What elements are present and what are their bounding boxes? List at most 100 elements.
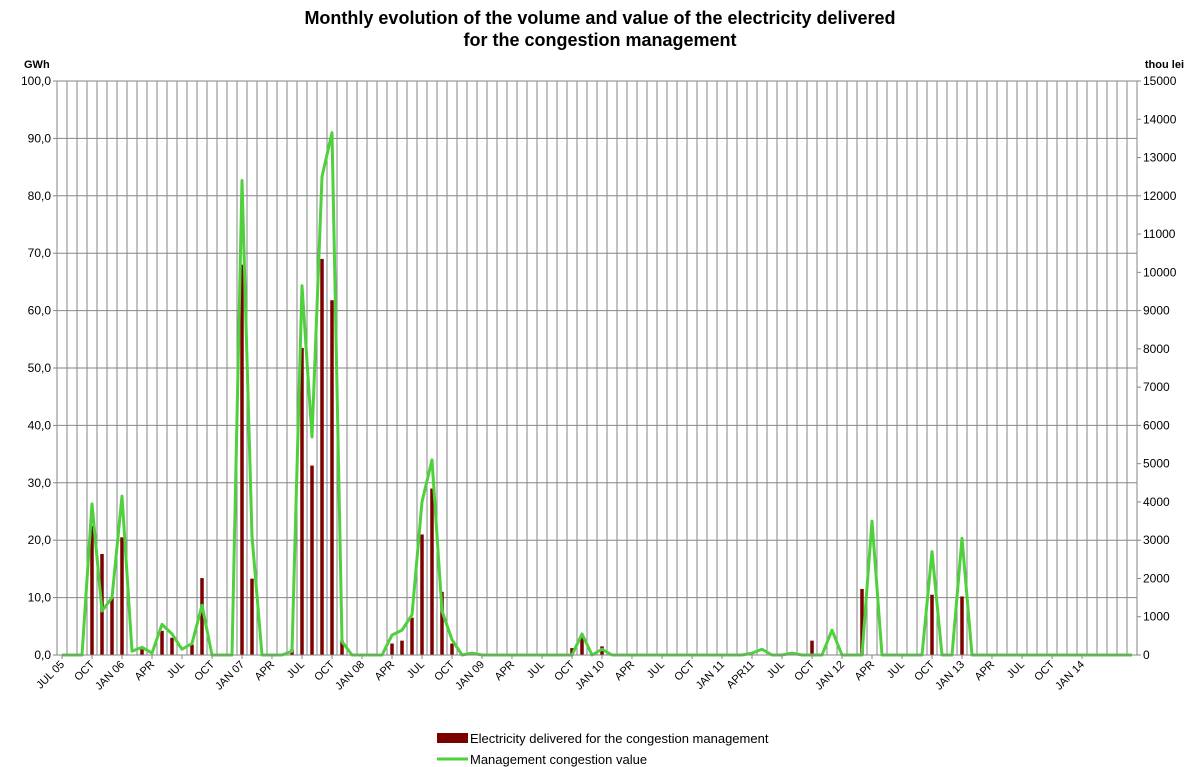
x-tick-label: APR: [853, 659, 878, 684]
x-tick-label: JAN 14: [1053, 659, 1087, 693]
y-right-tick-label: 12000: [1143, 189, 1177, 203]
y-right-tick-label: 14000: [1143, 112, 1177, 126]
x-tick-label: OCT: [432, 658, 457, 683]
legend-bar-swatch: [437, 733, 468, 743]
x-tick-label: JAN 12: [813, 659, 847, 693]
legend: Electricity delivered for the congestion…: [437, 731, 769, 767]
bar-mark: [450, 643, 454, 655]
bar-mark: [300, 347, 304, 655]
y-left-tick-label: 70,0: [28, 246, 52, 260]
x-tick-label: JUL 05: [34, 659, 67, 692]
bar-mark: [190, 644, 194, 655]
x-tick-label: OCT: [792, 658, 817, 683]
y-right-tick-label: 13000: [1143, 151, 1177, 165]
y-left-tick-label: 100,0: [21, 74, 51, 88]
x-tick-label: JAN 11: [694, 659, 727, 692]
bar-mark: [400, 640, 404, 655]
legend-bar-label: Electricity delivered for the congestion…: [470, 731, 769, 746]
bar-mark: [240, 264, 244, 655]
y-left-tick-label: 10,0: [28, 591, 52, 605]
x-tick-label: JUL: [885, 659, 907, 681]
x-tick-label: OCT: [552, 658, 577, 683]
bar-mark: [810, 640, 814, 655]
x-tick-label: JUL: [165, 659, 187, 681]
x-tick-label: JAN 10: [573, 659, 607, 693]
y-right-tick-label: 1000: [1143, 610, 1170, 624]
x-tick-label: APR: [973, 659, 998, 684]
x-tick-label: OCT: [1032, 658, 1057, 683]
chart-title-line2: for the congestion management: [463, 30, 736, 50]
x-tick-label: APR11: [725, 659, 758, 692]
bar-mark: [330, 300, 334, 655]
y-left-tick-label: 20,0: [28, 533, 52, 547]
bar-mark: [420, 534, 424, 655]
x-tick-label: OCT: [72, 658, 97, 683]
bar-mark: [580, 636, 584, 655]
y-left-unit: GWh: [24, 59, 50, 71]
y-right-tick-label: 4000: [1143, 495, 1170, 509]
bar-mark: [430, 488, 434, 655]
bar-mark: [440, 591, 444, 655]
bar-mark: [320, 258, 324, 655]
x-tick-label: JUL: [525, 659, 547, 681]
y-right-tick-label: 2000: [1143, 571, 1170, 585]
y-right-tick-label: 0: [1143, 648, 1150, 662]
y-right-tick-label: 7000: [1143, 380, 1170, 394]
y-left-tick-label: 60,0: [28, 304, 52, 318]
x-tick-label: APR: [133, 659, 158, 684]
x-tick-label: JAN 13: [933, 659, 967, 693]
y-left-tick-label: 50,0: [28, 361, 52, 375]
x-tick-label: JUL: [645, 659, 667, 681]
x-tick-label: OCT: [672, 658, 697, 683]
x-tick-label: OCT: [312, 658, 337, 683]
y-right-ticks: 0 1000 2000 3000 4000 5000 6000 7000 8000 9000 100…: [1137, 74, 1177, 662]
line-series: [62, 131, 1132, 657]
y-right-unit: thou lei: [1145, 59, 1184, 71]
x-tick-label: APR: [253, 659, 278, 684]
bar-mark: [930, 594, 934, 655]
y-left-ticks: 0,0 10,0 20,0 30,0 40,0 50,0 60,0 70,0 80,0 90,0 1…: [21, 74, 57, 662]
y-right-tick-label: 6000: [1143, 418, 1170, 432]
y-right-tick-label: 8000: [1143, 342, 1170, 356]
x-tick-label: JAN 07: [213, 659, 247, 693]
bar-mark: [390, 643, 394, 655]
y-right-tick-label: 9000: [1143, 304, 1170, 318]
x-tick-label: JAN 06: [93, 659, 127, 693]
x-tick-label: JAN 09: [453, 659, 487, 693]
grid: [56, 80, 1138, 656]
bar-mark: [340, 640, 344, 655]
x-tick-label: OCT: [912, 658, 937, 683]
bar-mark: [250, 578, 254, 655]
bar-mark: [960, 596, 964, 655]
bar-mark: [200, 578, 204, 655]
y-right-tick-label: 10000: [1143, 265, 1177, 279]
bar-mark: [170, 637, 174, 655]
x-tick-label: JUL: [1005, 659, 1027, 681]
chart-title-line1: Monthly evolution of the volume and valu…: [304, 8, 895, 28]
y-left-tick-label: 90,0: [28, 131, 52, 145]
bar-mark: [860, 588, 864, 655]
y-left-tick-label: 80,0: [28, 189, 52, 203]
legend-line-label: Management congestion value: [470, 752, 647, 767]
x-tick-label: APR: [493, 659, 518, 684]
x-tick-label: APR: [373, 659, 398, 684]
y-left-tick-label: 40,0: [28, 418, 52, 432]
y-right-tick-label: 15000: [1143, 74, 1177, 88]
bar-series: [90, 258, 964, 655]
series-line-management-congestion-value: [62, 131, 1132, 657]
x-tick-label: APR: [613, 659, 638, 684]
bar-mark: [310, 465, 314, 655]
y-right-tick-label: 11000: [1143, 227, 1176, 241]
x-tick-label: JAN 08: [333, 659, 367, 693]
bar-mark: [410, 617, 414, 655]
x-tick-label: JUL: [765, 659, 787, 681]
y-right-tick-label: 3000: [1143, 533, 1170, 547]
y-left-tick-label: 30,0: [28, 476, 52, 490]
x-tick-label: OCT: [192, 658, 217, 683]
bar-mark: [90, 525, 94, 655]
y-right-tick-label: 5000: [1143, 457, 1170, 471]
bar-mark: [120, 537, 124, 655]
y-left-tick-label: 0,0: [34, 648, 51, 662]
